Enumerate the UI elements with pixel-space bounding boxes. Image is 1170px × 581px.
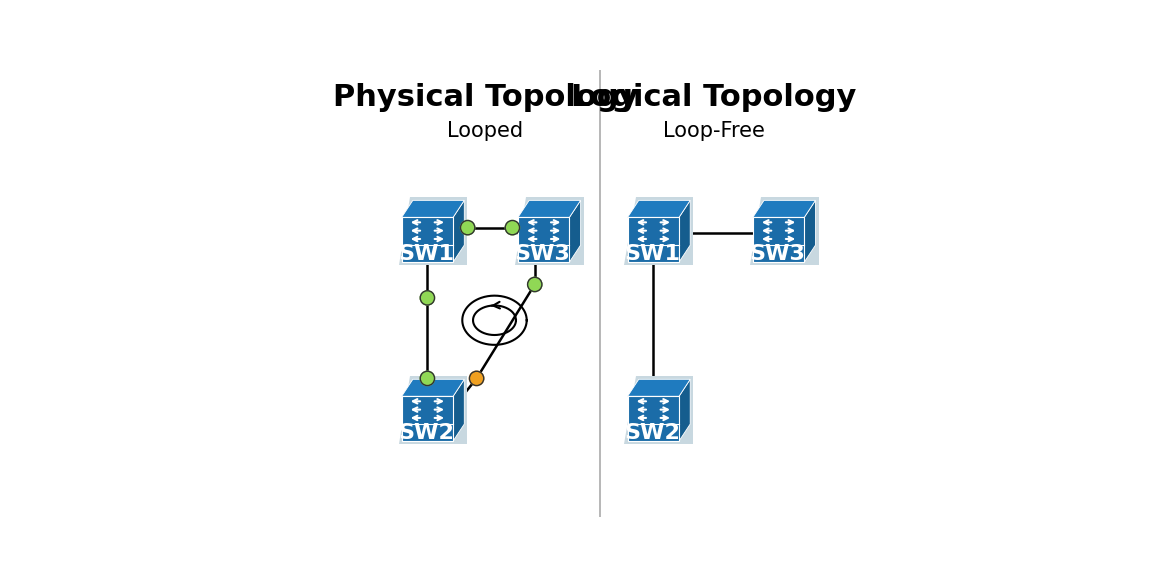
- Text: SW2: SW2: [398, 422, 454, 443]
- Text: Looped: Looped: [447, 121, 524, 141]
- Polygon shape: [627, 379, 690, 396]
- Polygon shape: [401, 379, 464, 396]
- Polygon shape: [804, 200, 815, 262]
- Polygon shape: [399, 197, 468, 265]
- Bar: [752, 217, 804, 262]
- Circle shape: [505, 220, 519, 235]
- Bar: [627, 217, 679, 262]
- Polygon shape: [679, 379, 690, 441]
- Circle shape: [420, 371, 434, 386]
- Polygon shape: [752, 200, 815, 217]
- Text: SW3: SW3: [750, 243, 805, 264]
- Polygon shape: [399, 376, 468, 444]
- Polygon shape: [518, 200, 580, 217]
- Circle shape: [469, 371, 483, 386]
- Polygon shape: [453, 200, 464, 262]
- Polygon shape: [453, 379, 464, 441]
- Bar: [627, 396, 679, 441]
- Circle shape: [528, 277, 542, 292]
- Text: SW1: SW1: [624, 243, 680, 264]
- Polygon shape: [625, 376, 694, 444]
- Text: Physical Topology: Physical Topology: [332, 83, 638, 112]
- Circle shape: [420, 290, 434, 305]
- Circle shape: [461, 220, 475, 235]
- Bar: [401, 396, 453, 441]
- Bar: [518, 217, 570, 262]
- Text: SW3: SW3: [515, 243, 571, 264]
- Polygon shape: [627, 200, 690, 217]
- Polygon shape: [401, 200, 464, 217]
- Bar: [401, 217, 453, 262]
- Text: Loop-Free: Loop-Free: [662, 121, 765, 141]
- Text: SW1: SW1: [398, 243, 454, 264]
- Polygon shape: [750, 197, 819, 265]
- Text: SW2: SW2: [625, 422, 680, 443]
- Polygon shape: [570, 200, 580, 262]
- Text: Logical Topology: Logical Topology: [571, 83, 856, 112]
- Polygon shape: [515, 197, 584, 265]
- Polygon shape: [679, 200, 690, 262]
- Polygon shape: [625, 197, 694, 265]
